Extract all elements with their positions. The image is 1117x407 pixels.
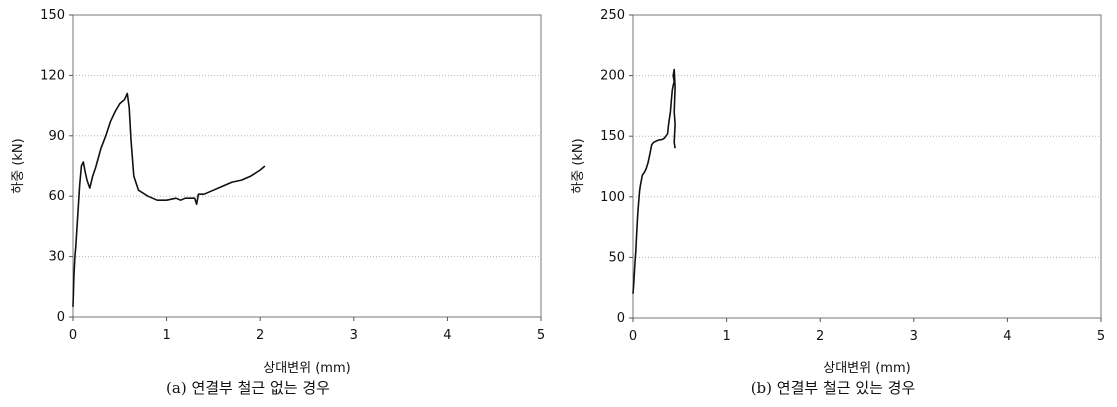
caption-a: (a) 연결부 철근 없는 경우: [166, 379, 330, 397]
y-tick-label-a-0: 0: [57, 310, 65, 325]
x-tick-label-a-1: 1: [162, 328, 170, 343]
grid-a: [73, 74, 541, 258]
chart-b: 0 50 100 150 200 250 0 1 2 3 4 5 상대변위 (mm) 하중 (kN)…: [571, 8, 1105, 397]
x-axis-label-b: 상대변위 (mm): [823, 361, 910, 376]
plot-area-b: [632, 14, 1102, 319]
y-tick-label-b-0: 0: [617, 311, 625, 326]
x-tick-label-b-1: 1: [722, 329, 730, 344]
y-tick-label-b-200: 200: [600, 69, 625, 84]
y-axis-label-a: 하중 (kN): [11, 138, 26, 193]
x-tick-label-a-2: 2: [256, 328, 264, 343]
y-tick-label-a-60: 60: [48, 189, 65, 204]
y-tick-label-a-90: 90: [48, 129, 65, 144]
y-tick-label-a-30: 30: [48, 250, 65, 265]
x-axis-label-a: 상대변위 (mm): [263, 361, 350, 376]
x-tick-label-b-2: 2: [816, 329, 824, 344]
x-tick-label-b-4: 4: [1003, 329, 1011, 344]
plot-area-a: [72, 14, 542, 318]
grid-b: [633, 75, 1101, 258]
x-tick-label-b-5: 5: [1097, 329, 1105, 344]
caption-b: (b) 연결부 철근 있는 경우: [751, 379, 916, 397]
y-tick-label-b-50: 50: [608, 250, 625, 265]
y-axis-label-b: 하중 (kN): [571, 138, 586, 193]
x-ticks-a: 0 1 2 3 4 5: [69, 317, 545, 343]
x-tick-label-b-0: 0: [629, 329, 637, 344]
y-tick-label-a-150: 150: [40, 8, 65, 23]
y-tick-label-b-100: 100: [600, 190, 625, 205]
y-ticks-a: 0 30 60 90 120 150: [40, 8, 73, 325]
x-tick-label-b-3: 3: [910, 329, 918, 344]
x-tick-label-a-0: 0: [69, 328, 77, 343]
y-tick-label-b-150: 150: [600, 129, 625, 144]
x-tick-label-a-5: 5: [537, 328, 545, 343]
chart-a: 0 30 60 90 120 150 0 1 2 3 4 5 상대변위 (mm) 하중 (kN) (…: [11, 8, 545, 397]
x-tick-label-a-4: 4: [443, 328, 451, 343]
x-tick-label-a-3: 3: [350, 328, 358, 343]
y-ticks-b: 0 50 100 150 200 250: [600, 8, 633, 326]
series-line-a: [72, 92, 266, 307]
x-ticks-b: 0 1 2 3 4 5: [629, 318, 1105, 344]
series-line-b: [632, 68, 676, 294]
y-tick-label-a-120: 120: [40, 68, 65, 83]
y-tick-label-b-250: 250: [600, 8, 625, 23]
